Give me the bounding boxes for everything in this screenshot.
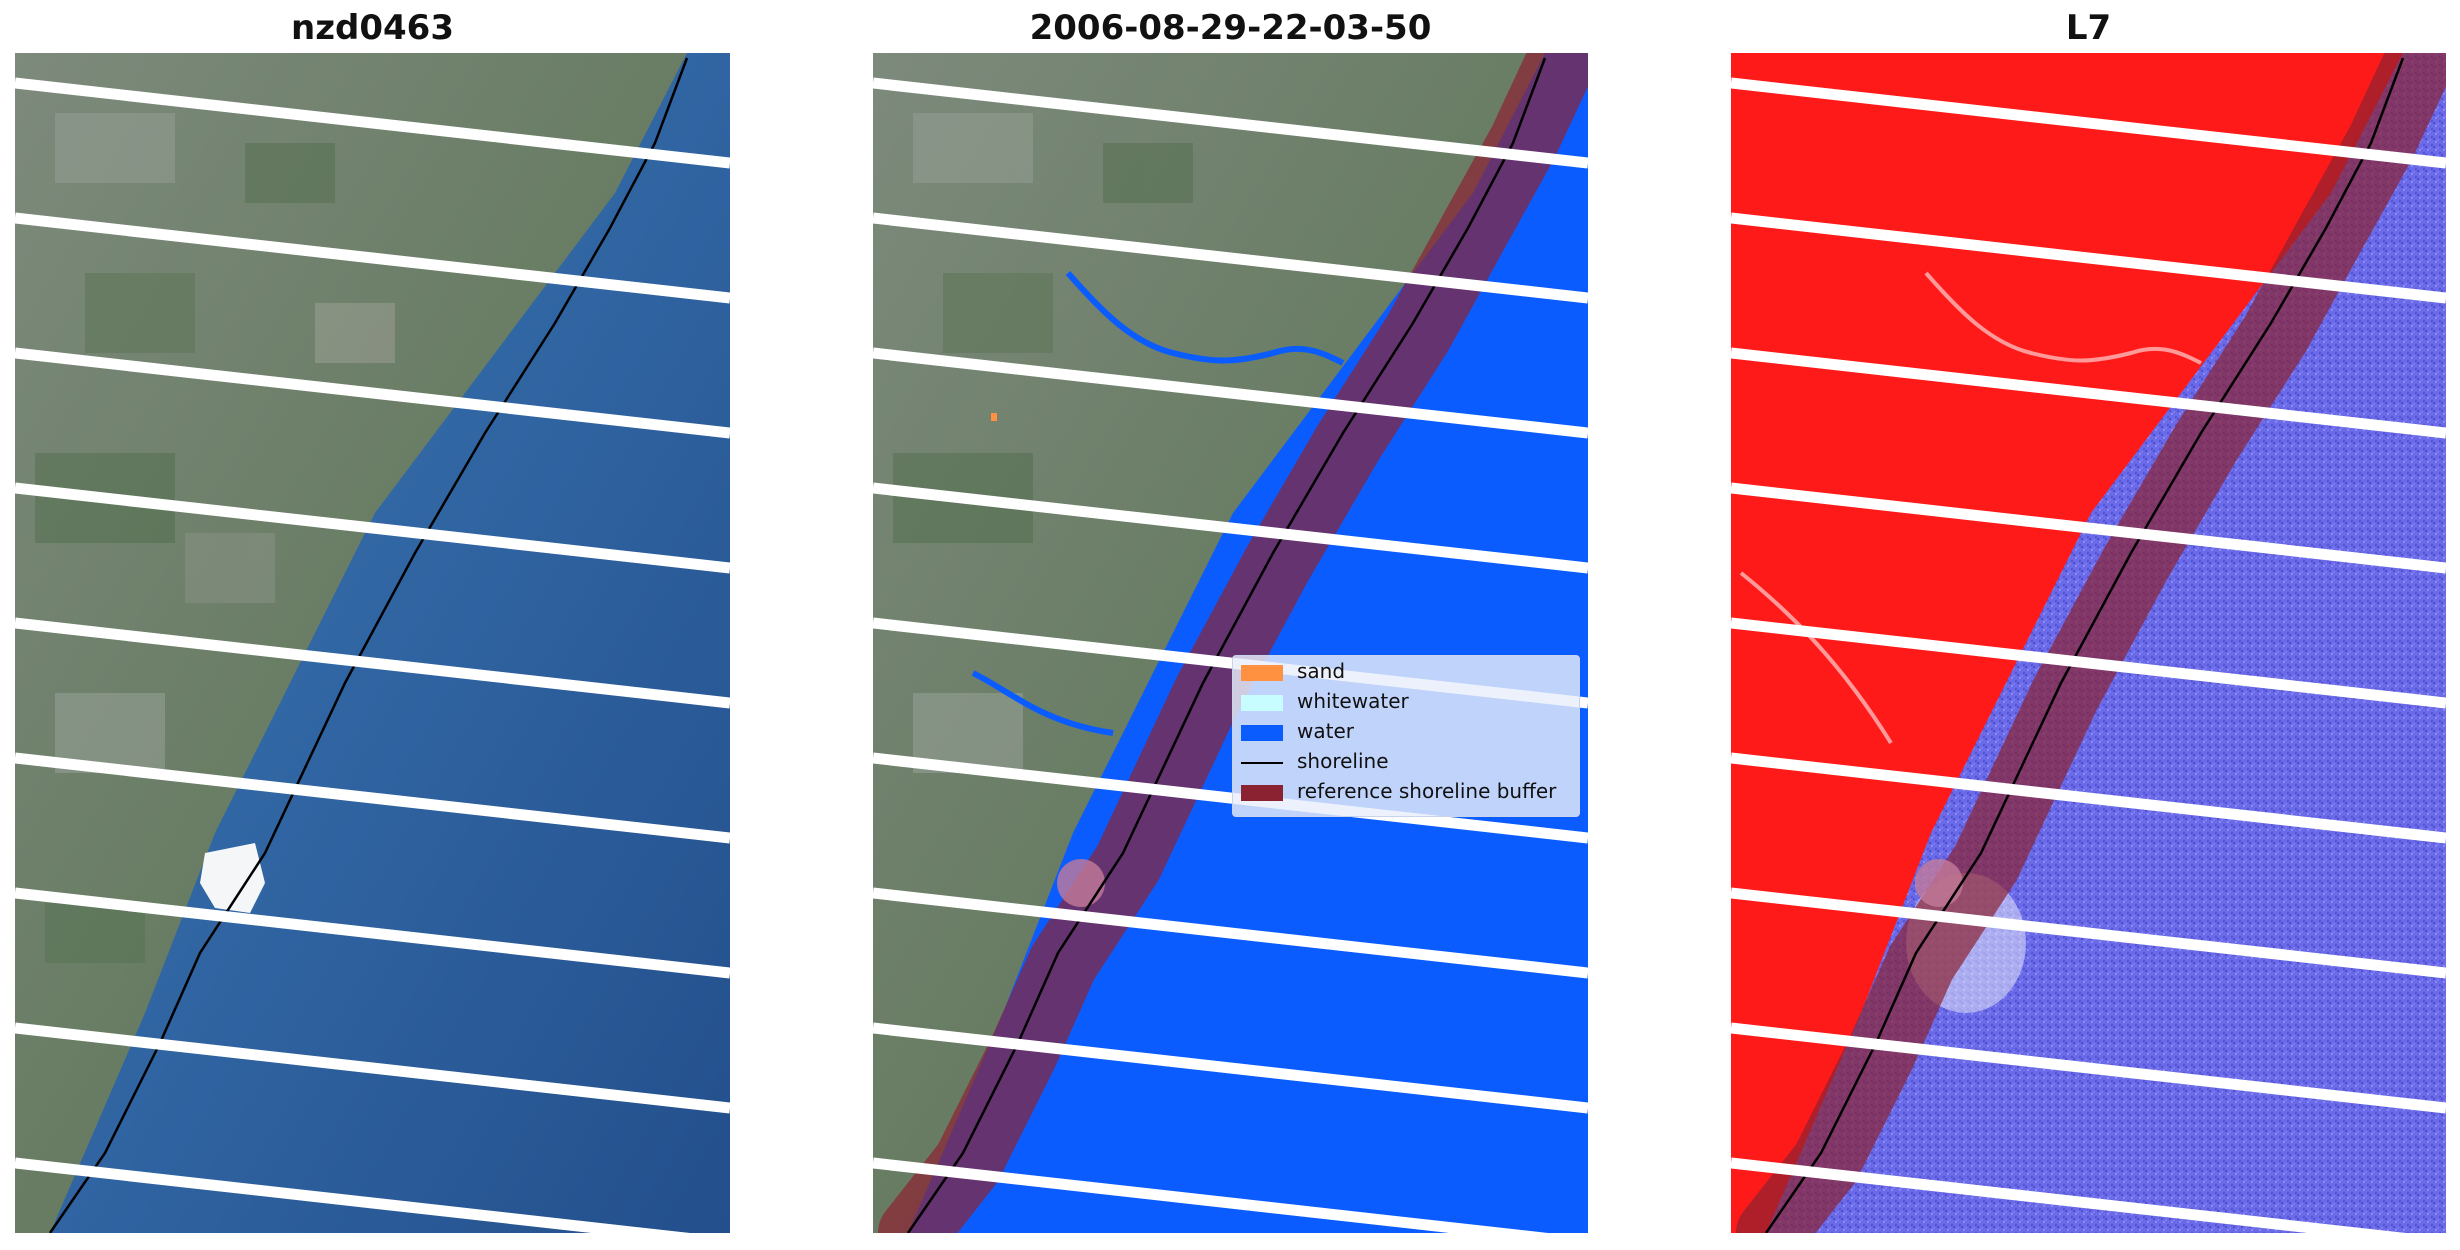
legend-label-whitewater: whitewater — [1297, 689, 1409, 713]
panel-rgb: nzd0463 — [15, 0, 730, 1250]
detected-shoreline — [48, 57, 689, 1233]
legend-item-whitewater: whitewater — [1233, 688, 1579, 718]
field-patches — [35, 113, 395, 963]
reference-shoreline-buffer — [1736, 53, 2446, 1233]
index-image — [1731, 53, 2446, 1233]
panel-title-rgb: nzd0463 — [291, 8, 454, 48]
sea-area — [50, 53, 730, 1233]
panel-title-classified: 2006-08-29-22-03-50 — [1029, 8, 1432, 48]
legend-swatch-sand — [1241, 665, 1283, 681]
legend-label-shoreline: shoreline — [1297, 749, 1389, 773]
legend-label-water: water — [1297, 719, 1354, 743]
panel-classified: 2006-08-29-22-03-50 — [873, 0, 1588, 1250]
detected-shoreline — [906, 57, 1547, 1233]
legend-item-water: water — [1233, 718, 1579, 748]
bright-channel — [1924, 271, 2202, 365]
bright-channel — [1739, 571, 1893, 745]
reference-shoreline-buffer — [878, 53, 1588, 1233]
sand-pixel — [991, 413, 997, 421]
legend: sand whitewater water shoreline referenc… — [1232, 655, 1580, 817]
inland-water-channel — [1065, 271, 1345, 366]
legend-label-sand: sand — [1297, 659, 1346, 683]
satellite-image-rgb — [15, 53, 730, 1233]
legend-item-shoreline: shoreline — [1233, 748, 1579, 778]
legend-swatch-buffer — [1241, 785, 1283, 801]
legend-label-buffer: reference shoreline buffer — [1297, 779, 1557, 803]
scan-gaps — [1731, 77, 2446, 1233]
legend-swatch-whitewater — [1241, 695, 1283, 711]
legend-swatch-water — [1241, 725, 1283, 741]
panel-title-index: L7 — [2065, 8, 2112, 48]
inland-water-channel — [971, 670, 1114, 736]
cloud-patch — [200, 843, 265, 913]
legend-item-sand: sand — [1233, 658, 1579, 688]
legend-swatch-shoreline — [1241, 762, 1283, 764]
detected-shoreline — [1764, 57, 2405, 1233]
scan-gaps — [15, 77, 730, 1233]
classified-image — [873, 53, 1588, 1233]
legend-item-buffer: reference shoreline buffer — [1233, 778, 1579, 808]
buffer-blob — [1915, 859, 1963, 907]
buffer-blob — [1057, 859, 1105, 907]
panel-index: L7 — [1731, 0, 2446, 1250]
